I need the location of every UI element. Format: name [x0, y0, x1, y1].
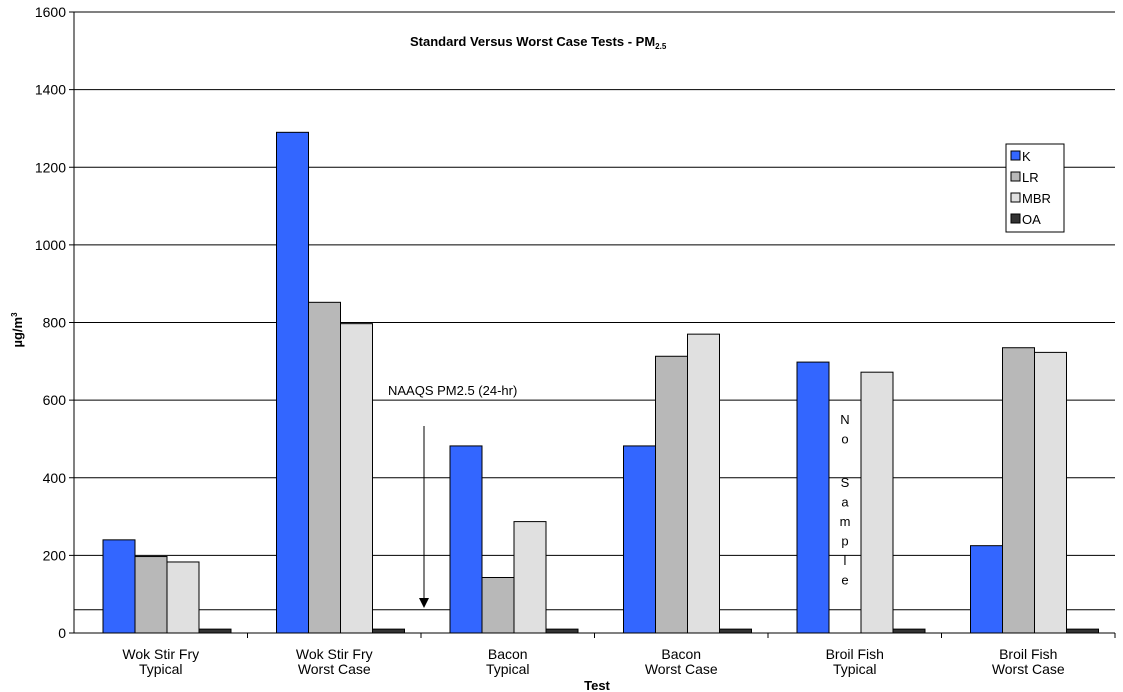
y-tick-label: 1600: [35, 4, 66, 20]
y-tick-label: 400: [43, 470, 67, 486]
y-tick-label: 1400: [35, 82, 66, 98]
no-sample-letter: S: [841, 475, 850, 490]
legend-label: K: [1022, 149, 1031, 164]
bar-mbr: [340, 323, 373, 634]
y-tick-label: 600: [43, 392, 67, 408]
y-tick-label: 200: [43, 547, 67, 563]
legend: K LR MBR OA: [1005, 143, 1065, 233]
x-category-label: Typical: [486, 661, 530, 677]
bar-k: [796, 361, 830, 634]
bar-lr: [655, 355, 688, 634]
bar-k: [102, 539, 136, 634]
reference-arrow: [419, 426, 429, 608]
x-category-label: Bacon: [661, 646, 701, 662]
bar-k: [276, 131, 309, 634]
bar-mbr: [687, 333, 720, 634]
bar-mbr: [1034, 351, 1067, 634]
bar-oa: [372, 628, 405, 634]
legend-swatch-mbr: [1010, 192, 1021, 203]
bar-k: [970, 545, 1003, 634]
bar-k: [623, 445, 656, 634]
y-tick-label: 800: [43, 315, 67, 331]
bar-oa: [719, 628, 752, 634]
x-category-label: Worst Case: [645, 661, 718, 677]
y-axis-label: µg/m3: [10, 312, 25, 348]
legend-label: MBR: [1022, 191, 1051, 206]
bar-oa: [1066, 628, 1099, 634]
no-sample-letter: m: [840, 514, 851, 529]
bar-lr: [308, 301, 341, 634]
bar-oa: [892, 628, 926, 634]
bar-mbr: [513, 521, 547, 634]
x-category-label: Wok Stir Fry: [296, 646, 373, 662]
bar-lr: [1002, 347, 1035, 634]
x-category-label: Typical: [833, 661, 877, 677]
chart-title: Standard Versus Worst Case Tests - PM2.5: [410, 34, 667, 51]
bar-oa: [545, 628, 579, 634]
bar-oa: [198, 628, 232, 634]
y-tick-label: 0: [58, 625, 66, 641]
x-category-label: Bacon: [488, 646, 528, 662]
axes: [69, 11, 1116, 638]
legend-label: LR: [1022, 170, 1039, 185]
legend-label: OA: [1022, 212, 1041, 227]
x-category-label: Broil Fish: [999, 646, 1057, 662]
bar-lr: [481, 576, 515, 634]
no-sample-letter: N: [840, 412, 849, 427]
no-sample-letter: l: [844, 553, 847, 568]
bar-mbr: [166, 561, 200, 634]
bar-mbr: [860, 371, 894, 634]
legend-swatch-oa: [1010, 213, 1021, 224]
bars: [102, 131, 1099, 634]
y-tick-labels: 0 200 400 600 800 1000 1200 1400 1600: [35, 4, 66, 641]
no-sample-letter: p: [841, 534, 848, 549]
x-category-label: Wok Stir Fry: [122, 646, 199, 662]
gridlines: [74, 11, 1115, 611]
reference-line-label: NAAQS PM2.5 (24-hr): [388, 383, 517, 398]
no-sample-letter: a: [841, 495, 849, 510]
no-sample-letter: e: [841, 573, 848, 588]
x-category-label: Worst Case: [992, 661, 1065, 677]
y-tick-label: 1200: [35, 159, 66, 175]
bar-k: [449, 445, 483, 634]
bar-lr: [134, 556, 168, 634]
x-category-label: Typical: [139, 661, 183, 677]
x-category-label: Broil Fish: [826, 646, 884, 662]
no-sample-letter: o: [841, 432, 848, 447]
legend-swatch-lr: [1010, 171, 1021, 182]
y-tick-label: 1000: [35, 237, 66, 253]
x-category-label: Worst Case: [298, 661, 371, 677]
legend-swatch-k: [1010, 150, 1021, 161]
x-axis-label: Test: [584, 678, 610, 692]
